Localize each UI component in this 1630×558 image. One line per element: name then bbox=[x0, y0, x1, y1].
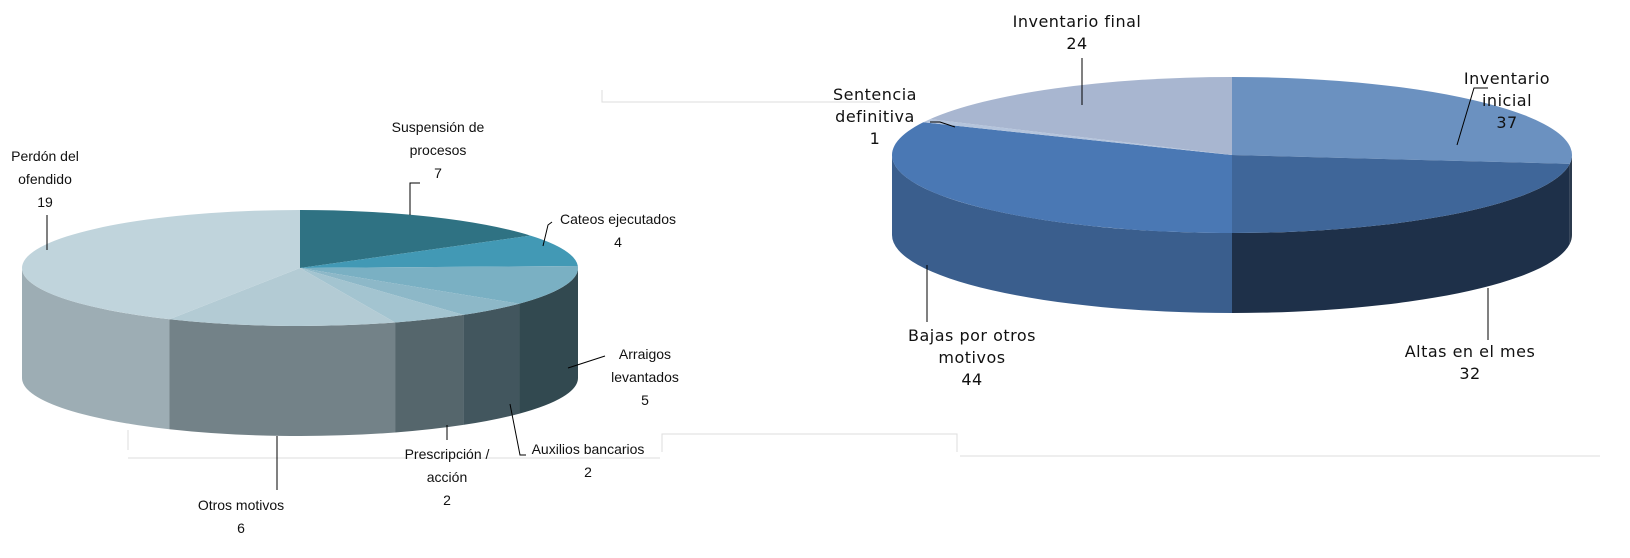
leader-line bbox=[567, 355, 606, 369]
leader-line bbox=[542, 221, 553, 247]
pie-sides bbox=[892, 155, 1572, 313]
slice-value: 7 bbox=[434, 165, 442, 181]
slice-value: 5 bbox=[641, 392, 649, 408]
slice-label: Sentencia definitiva 1 bbox=[815, 84, 935, 150]
slice-label: Altas en el mes 32 bbox=[1385, 341, 1555, 385]
slice-value: 4 bbox=[614, 234, 622, 250]
slice-name: Bajas por otros motivos bbox=[908, 326, 1036, 367]
slice-side bbox=[22, 268, 170, 430]
slice-label: Suspensión de procesos 7 bbox=[378, 116, 498, 185]
pie-tops bbox=[892, 77, 1572, 233]
slice bbox=[923, 119, 1232, 155]
slice-label: Inventario final 24 bbox=[992, 11, 1162, 55]
slice-value: 6 bbox=[237, 520, 245, 536]
slice bbox=[300, 235, 578, 268]
slice-name: Suspensión de procesos bbox=[391, 119, 485, 158]
slice bbox=[930, 77, 1232, 155]
slice-value: 32 bbox=[1459, 364, 1481, 383]
slice bbox=[1232, 77, 1572, 164]
leader-line bbox=[930, 121, 956, 128]
slice-value: 2 bbox=[584, 464, 592, 480]
slice bbox=[169, 268, 396, 326]
slice bbox=[892, 122, 1232, 233]
slice-name: Perdón del ofendido bbox=[11, 148, 79, 187]
slice-side bbox=[892, 155, 1232, 313]
slice-side bbox=[1232, 163, 1570, 313]
frame bbox=[127, 430, 958, 459]
slice-label: Inventario inicial 37 bbox=[1452, 68, 1562, 134]
slice-value: 19 bbox=[37, 194, 53, 210]
slice-label: Perdón del ofendido 19 bbox=[0, 145, 90, 214]
slice-label: Auxilios bancarios 2 bbox=[518, 438, 658, 484]
slice-label: Otros motivos 6 bbox=[181, 494, 301, 540]
slice bbox=[1232, 155, 1570, 233]
slice-value: 37 bbox=[1496, 113, 1518, 132]
slice-label: Prescripción / acción 2 bbox=[392, 443, 502, 512]
slice bbox=[300, 210, 531, 268]
slice-name: Inventario final bbox=[1012, 12, 1142, 31]
slice-name: Inventario inicial bbox=[1463, 69, 1551, 110]
slice-side bbox=[519, 268, 578, 414]
leader-line bbox=[409, 182, 420, 215]
slice-name: Otros motivos bbox=[197, 497, 285, 513]
slice-side bbox=[395, 314, 464, 433]
slice-label: Bajas por otros motivos 44 bbox=[887, 325, 1057, 391]
pie-tops bbox=[22, 210, 578, 326]
slice bbox=[300, 268, 520, 315]
slice-name: Arraigos levantados bbox=[611, 346, 679, 385]
slice-name: Sentencia definitiva bbox=[833, 85, 917, 126]
slice-side bbox=[463, 303, 520, 425]
slice bbox=[22, 210, 300, 320]
pie-sides bbox=[22, 268, 578, 436]
slice-value: 1 bbox=[869, 129, 881, 148]
slice-name: Altas en el mes bbox=[1404, 342, 1536, 361]
slice-name: Cateos ejecutados bbox=[560, 211, 676, 227]
slice-label: Arraigos levantados 5 bbox=[600, 343, 690, 412]
slice-name: Auxilios bancarios bbox=[531, 441, 645, 457]
slice-label: Cateos ejecutados 4 bbox=[548, 208, 688, 254]
slice bbox=[300, 265, 578, 304]
slice bbox=[300, 268, 464, 323]
slice-value: 2 bbox=[443, 492, 451, 508]
slice-side bbox=[1569, 155, 1572, 244]
leader-line bbox=[1456, 87, 1488, 146]
leader-line bbox=[509, 403, 526, 456]
slice-value: 44 bbox=[961, 370, 983, 389]
slice-value: 24 bbox=[1066, 34, 1088, 53]
slice-name: Prescripción / acción bbox=[404, 446, 490, 485]
slice-side bbox=[169, 319, 396, 436]
